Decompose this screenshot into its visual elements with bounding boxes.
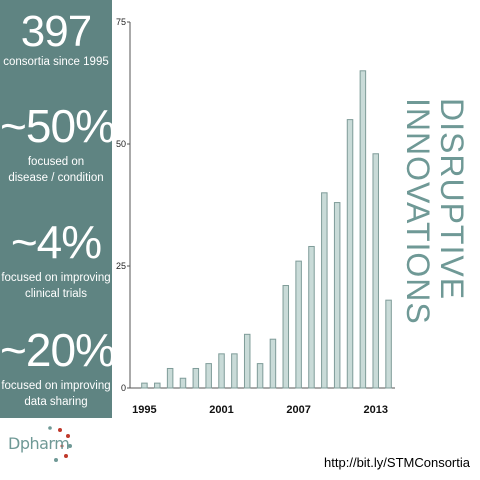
stat-caption: focused on improving (1, 272, 111, 284)
bar-2008 (308, 245, 315, 389)
stat-disease: ~50% focused on disease / condition (0, 100, 116, 186)
bar-2007 (295, 260, 302, 389)
stat-caption: focused on (27, 156, 85, 168)
stat-caption: consortia since 1995 (3, 56, 109, 68)
bar-2003 (243, 333, 251, 389)
stat-caption: clinical trials (25, 288, 87, 300)
bar-2001 (218, 353, 225, 389)
y-tick-label: 25 (116, 261, 126, 271)
stat-consortia: 397 consortia since 1995 (0, 10, 112, 70)
bar-1995 (141, 382, 148, 389)
stat-clinical-trials: ~4% focused on improving clinical trials (0, 219, 112, 302)
bar-2010 (333, 202, 341, 389)
dpharm-logo: Dpharm (4, 424, 76, 466)
bar-2014 (385, 299, 392, 389)
bar-1999 (192, 367, 200, 389)
stat-caption: data sharing (24, 396, 88, 408)
bar-2004 (256, 363, 264, 389)
bar-2009 (321, 192, 328, 389)
bar-1997 (166, 367, 174, 389)
source-url[interactable]: http://bit.ly/STMConsortia (324, 455, 470, 470)
stat-caption: disease / condition (8, 172, 104, 184)
x-tick-label: 2007 (286, 404, 310, 416)
stats-sidebar: 397 consortia since 1995 ~50% focused on… (0, 0, 116, 418)
side-title-line1: DISRUPTIVE (434, 98, 470, 301)
logo-text: Dpharm (8, 434, 70, 453)
stat-caption: focused on improving (1, 380, 111, 392)
bar-2005 (269, 338, 277, 389)
stat-value: ~50% (0, 100, 116, 152)
consortia-bar-chart: 0 25 50 75 1995 2001 2007 2013 (116, 17, 395, 416)
bar-2002 (231, 353, 238, 389)
y-tick-label: 0 (121, 383, 126, 393)
stat-value: ~4% (10, 216, 102, 268)
side-title-line2: INNOVATIONS (400, 98, 436, 325)
y-tick-label: 75 (116, 17, 126, 27)
bar-2013 (372, 153, 379, 389)
stat-value: ~20% (0, 324, 116, 376)
bar-2000 (205, 363, 212, 389)
stat-data-sharing: ~20% focused on improving data sharing (0, 324, 116, 410)
bar-1996 (154, 382, 161, 389)
y-tick-label: 50 (116, 139, 126, 149)
side-title: DISRUPTIVE INNOVATIONS (400, 98, 472, 383)
bar-1998 (179, 377, 187, 389)
bar-2011 (346, 119, 354, 389)
logo-dots-icon (48, 426, 72, 462)
bar-2012 (359, 70, 367, 389)
x-tick-label: 1995 (132, 404, 156, 416)
x-tick-label: 2001 (209, 404, 233, 416)
bar-2006 (282, 285, 290, 389)
stat-value: 397 (20, 7, 92, 56)
x-tick-label: 2013 (363, 404, 387, 416)
